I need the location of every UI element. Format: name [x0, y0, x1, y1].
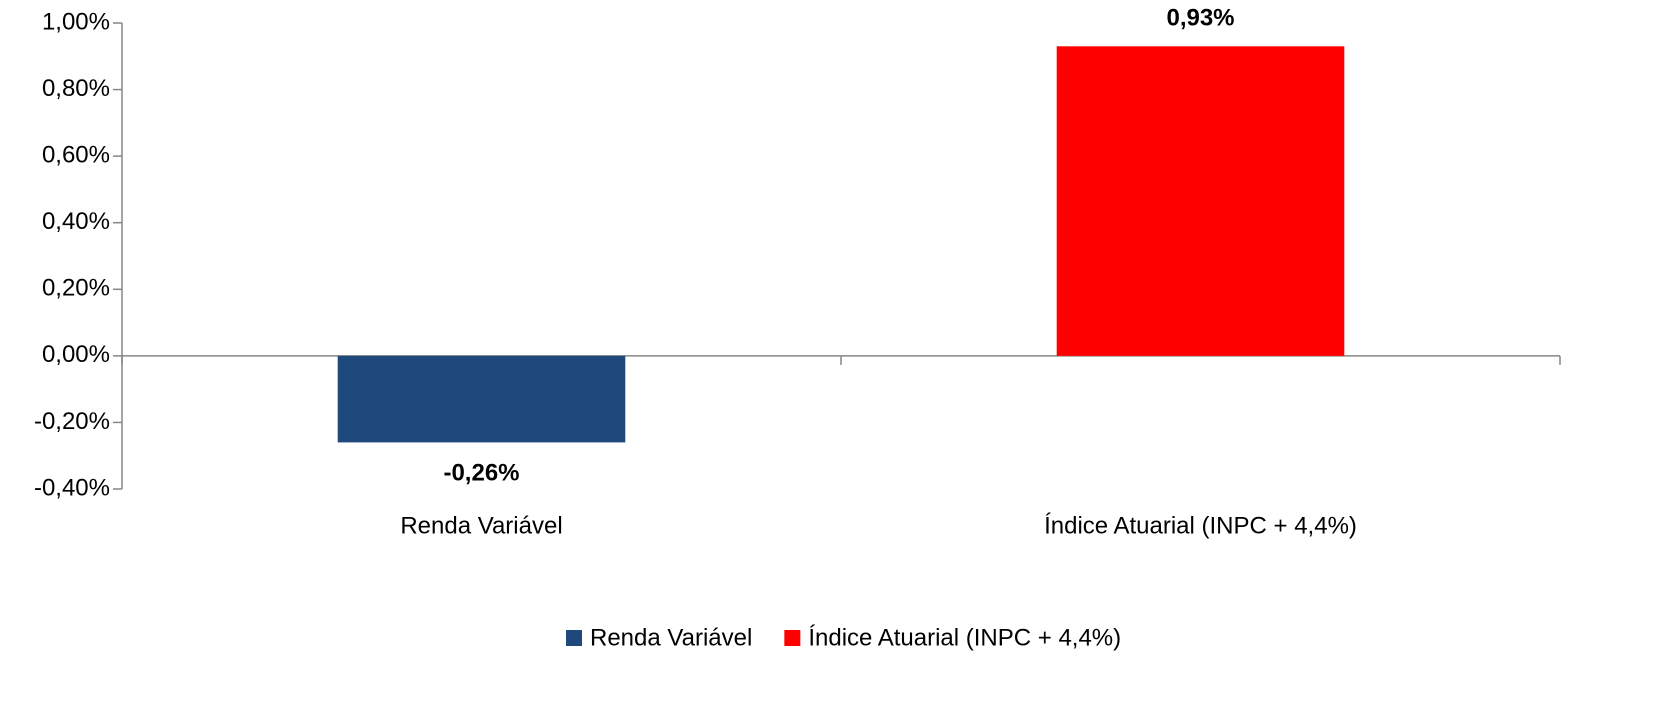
bar [337, 355, 626, 443]
data-label: -0,26% [443, 460, 519, 487]
legend-label: Renda Variável [590, 624, 752, 651]
legend-swatch [784, 630, 801, 646]
x-tick-label: Índice Atuarial (INPC + 4,4%) [1044, 512, 1357, 539]
y-tick-label: 0,40% [42, 208, 110, 235]
y-tick-label: -0,40% [34, 474, 110, 501]
y-tick-label: 0,00% [42, 341, 110, 368]
y-tick-label: 0,20% [42, 275, 110, 302]
y-tick-label: -0,20% [34, 408, 110, 435]
data-label: 0,93% [1166, 5, 1234, 32]
y-tick-label: 0,60% [42, 141, 110, 168]
legend-label: Índice Atuarial (INPC + 4,4%) [808, 624, 1121, 651]
legend-swatch [566, 630, 582, 646]
y-tick-label: 1,00% [42, 8, 110, 35]
bar [1056, 46, 1345, 356]
y-tick-label: 0,80% [42, 75, 110, 102]
x-tick-label: Renda Variável [400, 512, 562, 539]
